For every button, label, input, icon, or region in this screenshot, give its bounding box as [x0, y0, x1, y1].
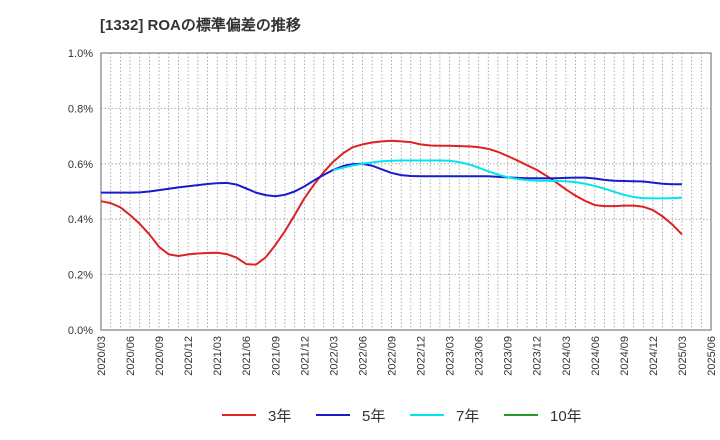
x-tick-label: 2020/03 — [96, 336, 108, 376]
y-tick-label: 1.0% — [68, 48, 93, 60]
plot-frame — [100, 52, 712, 331]
x-tick-label: 2025/06 — [706, 336, 718, 376]
legend-swatch — [316, 414, 350, 416]
x-tick-label: 2022/06 — [357, 336, 369, 376]
legend-swatch — [410, 414, 444, 416]
legend-label: 10年 — [550, 407, 582, 425]
legend-item: 7年 — [410, 400, 479, 430]
x-tick-label: 2023/03 — [445, 336, 457, 376]
y-tick-label: 0.0% — [68, 325, 93, 337]
x-tick-label: 2023/06 — [474, 336, 486, 376]
x-tick-label: 2020/09 — [154, 336, 166, 376]
legend-label: 5年 — [362, 407, 386, 425]
x-tick-label: 2022/03 — [328, 336, 340, 376]
legend-swatch — [222, 414, 256, 416]
x-tick-label: 2024/03 — [561, 336, 573, 376]
x-tick-label: 2022/12 — [416, 336, 428, 376]
legend-label: 3年 — [268, 407, 292, 425]
x-tick-label: 2024/12 — [648, 336, 660, 376]
plot-background — [101, 53, 711, 330]
legend: 3年 5年 7年 10年 — [0, 400, 720, 430]
x-tick-label: 2021/06 — [241, 336, 253, 376]
x-tick-label: 2020/06 — [125, 336, 137, 376]
x-tick-label: 2023/09 — [503, 336, 515, 376]
legend-item: 10年 — [504, 400, 582, 430]
y-tick-label: 0.8% — [68, 103, 93, 115]
x-tick-label: 2021/03 — [212, 336, 224, 376]
x-tick-label: 2020/12 — [183, 336, 195, 376]
legend-item: 3年 — [222, 400, 291, 430]
legend-item: 5年 — [316, 400, 385, 430]
series-line-1 — [100, 139, 683, 266]
chart-title: [1332] ROAの標準偏差の推移 — [100, 17, 301, 34]
y-tick-label: 0.6% — [68, 159, 93, 171]
x-tick-label: 2024/09 — [619, 336, 631, 376]
series-line-2 — [101, 162, 682, 198]
y-tick-label: 0.2% — [68, 270, 93, 282]
legend-label: 7年 — [456, 407, 480, 425]
x-tick-label: 2025/03 — [677, 336, 689, 376]
x-tick-label: 2024/06 — [590, 336, 602, 376]
x-tick-label: 2021/09 — [270, 336, 282, 376]
x-tick-label: 2023/12 — [532, 336, 544, 376]
x-tick-label: 2021/12 — [299, 336, 311, 376]
legend-swatch — [504, 414, 538, 416]
series-line-3 — [333, 159, 683, 200]
y-tick-label: 0.4% — [68, 214, 93, 226]
x-tick-label: 2022/09 — [386, 336, 398, 376]
